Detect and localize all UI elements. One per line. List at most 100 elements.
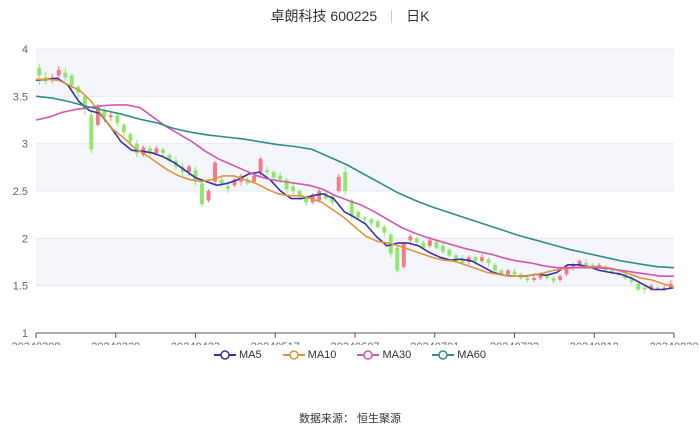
legend-marker-ma30 <box>357 350 380 360</box>
candle-body <box>662 287 667 290</box>
candle-body <box>551 278 556 281</box>
candle-body <box>63 72 68 78</box>
period-label: 日K <box>406 8 430 24</box>
candle-body <box>421 243 426 248</box>
candle-body <box>213 162 217 182</box>
legend-label-ma30: MA30 <box>382 349 412 361</box>
candle-body <box>37 67 42 76</box>
candle-body <box>121 124 126 133</box>
candle-body <box>584 262 589 265</box>
candle-body <box>466 257 471 262</box>
candle-body <box>460 259 465 263</box>
candle-body <box>252 175 257 182</box>
candle-body <box>304 196 309 203</box>
candle-body <box>291 186 296 191</box>
candle-body <box>577 261 582 265</box>
candle-body <box>382 226 387 233</box>
candle-body <box>271 172 276 178</box>
candle-body <box>558 276 563 280</box>
candle-body <box>486 259 491 263</box>
candle-body <box>571 264 576 267</box>
candle-body <box>284 179 289 190</box>
grid-band <box>36 49 674 97</box>
legend-label-ma5: MA5 <box>238 349 262 361</box>
y-tick-label: 2.5 <box>13 186 28 198</box>
candle-body <box>317 191 322 201</box>
candle-body <box>499 270 504 275</box>
candle-body <box>200 183 204 205</box>
candle-body <box>590 264 595 267</box>
x-tick-label: 20240329 <box>91 341 140 345</box>
candle-body <box>102 110 107 118</box>
candle-body <box>362 217 367 220</box>
plot-area: 1 1.5 2 2.5 3 3.5 4 20240308 20240329 20240423 202… <box>12 44 699 345</box>
candle-body <box>128 134 133 142</box>
candle-body <box>479 257 484 262</box>
candle-body <box>649 285 654 290</box>
ma-line-ma30 <box>35 104 674 278</box>
x-tick-label: 20240701 <box>410 341 459 345</box>
candle-body <box>473 257 478 262</box>
candle-body <box>401 244 406 267</box>
legend-item-ma10[interactable]: MA10 <box>282 349 337 361</box>
candle-body <box>493 264 497 271</box>
candle-body <box>642 287 647 290</box>
candle-body <box>232 179 237 186</box>
candle-body <box>395 247 400 271</box>
candle-body <box>108 115 113 118</box>
stock-name-code: 卓朗科技 600225 <box>270 8 378 24</box>
x-tick-label: 20240517 <box>251 341 300 345</box>
candle-body <box>89 115 94 150</box>
candle-body <box>597 264 602 267</box>
candle-body <box>245 179 250 184</box>
candle-body <box>545 276 550 279</box>
candle-body <box>82 96 87 110</box>
candle-body <box>512 271 517 275</box>
legend-marker-ma10 <box>282 350 305 360</box>
candle-body <box>343 172 348 191</box>
candle-body <box>95 105 100 125</box>
candle-body <box>655 287 660 290</box>
candle-body <box>167 155 172 161</box>
candle-body <box>265 170 270 173</box>
y-tick-label: 1.5 <box>13 281 28 293</box>
legend-item-ma5[interactable]: MA5 <box>213 349 262 361</box>
candle-body <box>115 115 120 123</box>
candle-body <box>69 75 74 85</box>
candle-body <box>564 266 569 275</box>
candle-body <box>369 219 374 224</box>
ma-line-ma5 <box>35 77 675 291</box>
candle-body <box>506 270 510 275</box>
candle-body <box>56 69 61 76</box>
candle-body <box>532 278 536 280</box>
legend-item-ma60[interactable]: MA60 <box>432 349 486 361</box>
legend-label-ma60: MA60 <box>457 349 487 361</box>
legend-label-ma10: MA10 <box>307 349 337 361</box>
legend-marker-ma5 <box>213 350 236 360</box>
grid-band <box>36 238 674 286</box>
candle-body <box>147 148 152 154</box>
legend: MA5 MA10 MA30 MA60 <box>0 349 700 361</box>
candle-body <box>278 175 283 180</box>
candle-body <box>427 240 432 246</box>
candle-body <box>330 195 335 203</box>
data-source: 数据来源： 恒生聚源 <box>298 413 402 425</box>
candle-body <box>636 283 641 290</box>
candle-body <box>434 242 439 248</box>
x-tick-label: 20240423 <box>171 341 220 345</box>
x-tick-label: 20240607 <box>331 341 380 345</box>
candle-body <box>193 170 198 182</box>
candle-body <box>297 191 302 197</box>
y-tick-label: 2 <box>22 233 28 245</box>
candle-body <box>414 238 419 243</box>
candle-body <box>187 166 191 173</box>
x-tick-label: 20240812 <box>570 341 619 345</box>
candle-body <box>356 211 361 218</box>
legend-item-ma30[interactable]: MA30 <box>357 349 411 361</box>
candle-body <box>219 179 224 184</box>
y-tick-label: 3 <box>22 139 28 151</box>
ma-line-ma60 <box>35 95 675 269</box>
candle-body <box>349 200 354 216</box>
legend-marker-ma60 <box>432 350 455 360</box>
